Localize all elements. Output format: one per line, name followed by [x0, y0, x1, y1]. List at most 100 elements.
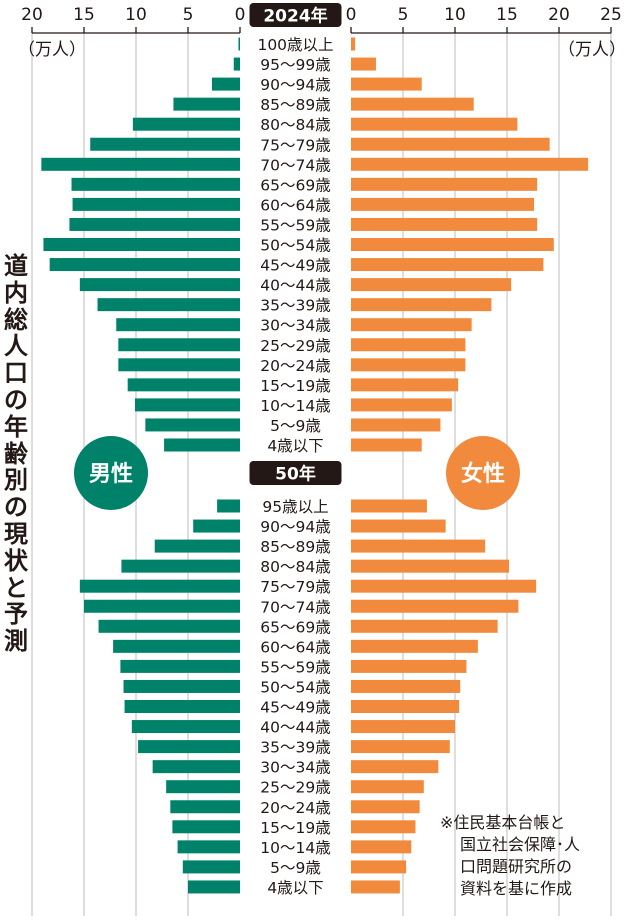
male-bar: [211, 77, 240, 91]
title-char: 測: [4, 627, 28, 656]
age-group-label: 5～9歳: [270, 417, 321, 435]
male-bar: [182, 860, 240, 874]
source-note-line: 資料を基に作成: [460, 879, 573, 898]
female-bar: [351, 780, 424, 794]
age-group-label: 25～29歳: [260, 779, 330, 797]
female-bar: [351, 398, 452, 412]
female-bar: [351, 639, 478, 653]
male-bar: [90, 137, 241, 151]
male-bar: [132, 117, 240, 131]
age-group-label: 45～49歳: [260, 699, 330, 717]
female-bar: [351, 760, 439, 774]
female-bar: [351, 860, 407, 874]
male-bar: [71, 177, 241, 191]
age-group-label: 5～9歳: [270, 859, 321, 877]
title-char: 年: [4, 412, 28, 441]
female-legend-badge: [446, 436, 520, 510]
chart-title: 道内総人口の年齢別の現状と予測: [2, 253, 30, 655]
female-bar: [351, 278, 512, 292]
title-char: 内: [4, 278, 28, 307]
title-char: 現: [4, 519, 28, 548]
age-group-label: 65～69歳: [260, 176, 330, 194]
age-group-label: 90～94歳: [260, 518, 330, 536]
age-group-label: 90～94歳: [260, 76, 330, 94]
female-bar: [351, 599, 519, 613]
female-legend-label: 女性: [461, 461, 505, 487]
male-bar: [193, 519, 240, 533]
female-bar: [351, 217, 538, 231]
title-char: の: [4, 493, 28, 522]
source-note-line: ※住民基本台帳と: [440, 813, 566, 832]
male-bar: [84, 599, 240, 613]
year-labels: 2024年 50年: [249, 3, 342, 485]
female-bar: [351, 378, 459, 392]
age-group-label: 20～24歳: [260, 799, 330, 817]
male-bar: [166, 780, 240, 794]
female-bar: [351, 177, 538, 191]
age-group-label: 45～49歳: [260, 257, 330, 275]
female-bar: [351, 358, 466, 372]
age-group-label: 80～84歳: [260, 558, 330, 576]
male-bar: [172, 820, 240, 834]
male-bar: [72, 197, 240, 211]
female-bar: [351, 258, 544, 272]
female-bar: [351, 97, 474, 111]
male-bar: [217, 499, 240, 513]
age-group-label: 70～74歳: [260, 598, 330, 616]
title-char: 道: [4, 252, 28, 280]
age-group-label: 25～29歳: [260, 337, 330, 355]
age-group-label: 85～89歳: [260, 538, 330, 556]
male-bar: [49, 258, 241, 272]
year-label-box: [249, 3, 342, 27]
year-label: 50年: [275, 464, 316, 485]
female-bar: [351, 840, 412, 854]
source-note-line: 国立社会保障･人: [460, 835, 581, 854]
age-group-label: 30～34歳: [260, 759, 330, 777]
male-bar: [173, 97, 240, 111]
male-bar: [233, 57, 240, 71]
age-group-label: 20～24歳: [260, 357, 330, 375]
female-bar: [351, 197, 535, 211]
male-bar: [124, 700, 240, 713]
male-bar: [118, 358, 240, 372]
right-axis-tick-label: 20: [548, 5, 570, 25]
right-axis-unit-label: （万人）: [558, 40, 626, 60]
age-group-label: 40～44歳: [260, 277, 330, 295]
female-bar: [351, 37, 356, 51]
female-bar: [351, 740, 450, 754]
age-group-label: 35～39歳: [260, 739, 330, 757]
male-bar: [116, 318, 240, 332]
age-group-label: 55～59歳: [260, 216, 330, 234]
female-bar: [351, 800, 420, 814]
right-axis-tick-label: 10: [444, 5, 466, 25]
age-group-label: 50～54歳: [260, 678, 330, 696]
source-note-line: 口問題研究所の: [460, 857, 573, 876]
age-group-label: 95～99歳: [260, 56, 330, 74]
year-label-box: [249, 461, 342, 485]
title-char: の: [4, 385, 28, 414]
male-bar: [131, 720, 240, 734]
title-char: 状: [4, 546, 28, 575]
female-bar: [351, 318, 472, 332]
male-bar: [145, 418, 240, 432]
age-group-label: 40～44歳: [260, 719, 330, 737]
female-bar: [351, 238, 554, 251]
title-char: 予: [4, 600, 28, 629]
age-group-label: 10～14歳: [260, 397, 330, 415]
source-note: ※住民基本台帳と国立社会保障･人 口問題研究所の 資料を基に作成: [440, 812, 622, 900]
female-bar: [351, 77, 422, 91]
male-bar: [97, 298, 241, 312]
male-bar: [152, 760, 240, 774]
female-bar: [351, 117, 518, 131]
left-axis-unit-label: （万人）: [18, 40, 86, 60]
female-bar: [351, 579, 537, 593]
right-axis-tick-label: 25: [600, 5, 622, 25]
male-legend-label: 男性: [89, 462, 133, 487]
female-bar: [351, 438, 422, 452]
age-group-label: 95歳以上: [262, 498, 328, 516]
left-axis-tick-label: 15: [73, 5, 95, 25]
title-char: と: [4, 573, 28, 602]
female-bar: [351, 499, 427, 513]
right-axis-tick-label: 0: [346, 5, 357, 25]
